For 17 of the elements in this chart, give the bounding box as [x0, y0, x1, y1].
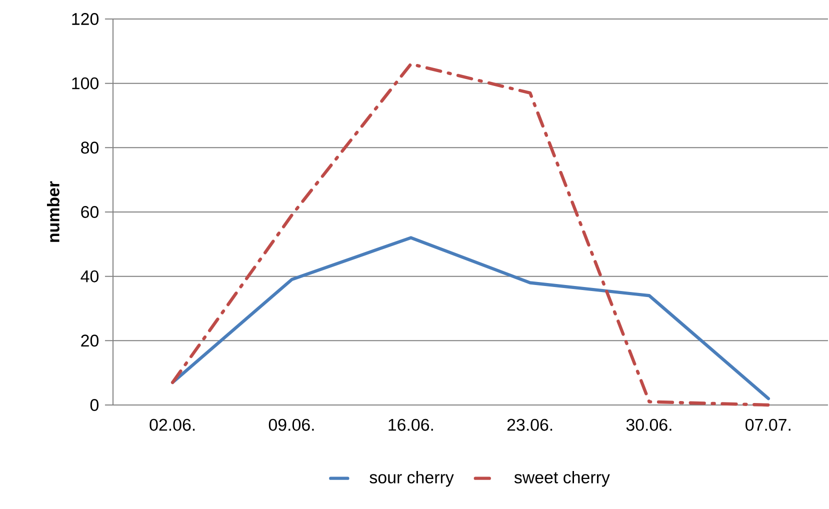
y-tick-label: 80	[81, 142, 99, 154]
y-tick-label: 60	[81, 206, 99, 218]
x-tick-label: 30.06.	[626, 418, 672, 431]
x-tick-label: 02.06.	[150, 418, 195, 431]
legend-label: sweet cherry	[514, 470, 610, 487]
y-tick-label: 20	[81, 334, 99, 347]
y-tick-label: 120	[72, 12, 99, 25]
x-tick-label: 07.07.	[746, 418, 790, 431]
y-tick-label: 40	[80, 270, 99, 282]
y-tick-label: 0	[90, 398, 99, 411]
y-tick-label: 100	[72, 77, 99, 90]
y-axis-title: number	[46, 181, 60, 242]
x-tick-label: 23.06.	[507, 418, 552, 431]
line-series	[171, 62, 770, 407]
x-tick-label: 16.06.	[388, 418, 433, 431]
x-tick-label: 09.06.	[268, 418, 314, 431]
legend-label: sour cherry	[370, 470, 454, 487]
